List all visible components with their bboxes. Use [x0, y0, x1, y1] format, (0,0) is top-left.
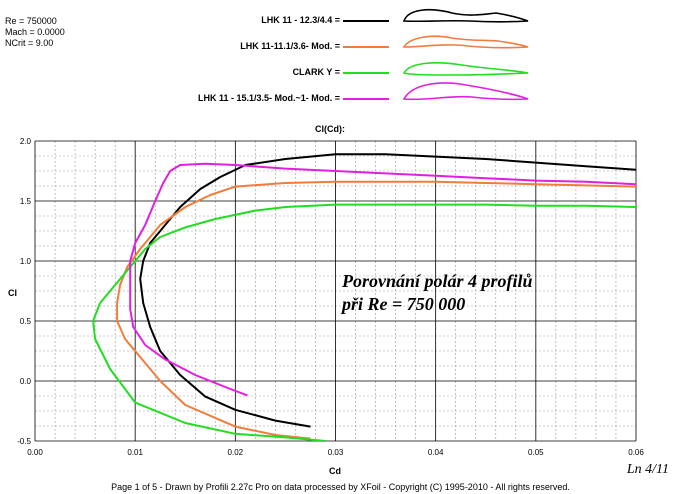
analysis-parameters: Re = 750000 Mach = 0.0000 NCrit = 9.00: [5, 16, 65, 49]
x-tick-label: 0.02: [228, 448, 244, 457]
legend-airfoil-4: [402, 82, 529, 101]
legend-airfoil-3: [402, 62, 529, 76]
legend-label-4: LHK 11 - 15.1/3.5- Mod.~1- Mod. =: [197, 93, 340, 103]
annotation-line-2: při Re = 750 000: [342, 294, 466, 314]
legend-label-3: CLARK Y =: [292, 67, 340, 77]
chart-grid: [34, 140, 637, 442]
legend-label-1: LHK 11 - 12.3/4.4 =: [261, 15, 340, 25]
legend-airfoil-shapes: [343, 8, 529, 101]
series-line-4: [129, 162, 636, 397]
x-tick-label: 0.05: [528, 448, 544, 457]
page-code: Ln 4/11: [626, 462, 669, 477]
ncrit-value: NCrit = 9.00: [5, 38, 54, 48]
x-axis-label: Cd: [329, 466, 341, 476]
mach-number: Mach = 0.0000: [5, 27, 65, 37]
x-tick-label: 0.01: [127, 448, 143, 457]
y-tick-label: -0.5: [17, 437, 31, 446]
legend-label-2: LHK 11-11.1/3.6- Mod. =: [240, 41, 340, 51]
chart-title: Cl(Cd):: [315, 124, 345, 134]
y-tick-label: 2.0: [20, 137, 32, 146]
series-line-3: [92, 203, 636, 441]
y-tick-label: 1.5: [20, 197, 32, 206]
series-line-2: [116, 180, 636, 440]
x-tick-label: 0.04: [428, 448, 444, 457]
annotation-line-1: Porovnání polár 4 profilů: [342, 271, 533, 291]
legend-airfoil-1: [402, 8, 529, 23]
x-tick-label: 0.03: [328, 448, 344, 457]
footer-text: Page 1 of 5 - Drawn by Profili 2.27c Pro…: [111, 482, 570, 492]
chart-tick-labels: 0.00 0.01 0.02 0.03 0.04 0.05 0.06 -0.5 0.0 0.5 1.…: [17, 137, 644, 457]
legend-airfoil-2: [402, 35, 529, 49]
chart-series: [92, 153, 636, 441]
x-tick-label: 0.06: [628, 448, 644, 457]
y-tick-label: 1.0: [20, 257, 32, 266]
y-tick-label: 0.0: [20, 377, 32, 386]
y-tick-label: 0.5: [20, 317, 32, 326]
y-axis-label: Cl: [8, 288, 17, 298]
x-tick-label: 0.00: [27, 448, 43, 457]
reynolds-number: Re = 750000: [5, 16, 57, 26]
